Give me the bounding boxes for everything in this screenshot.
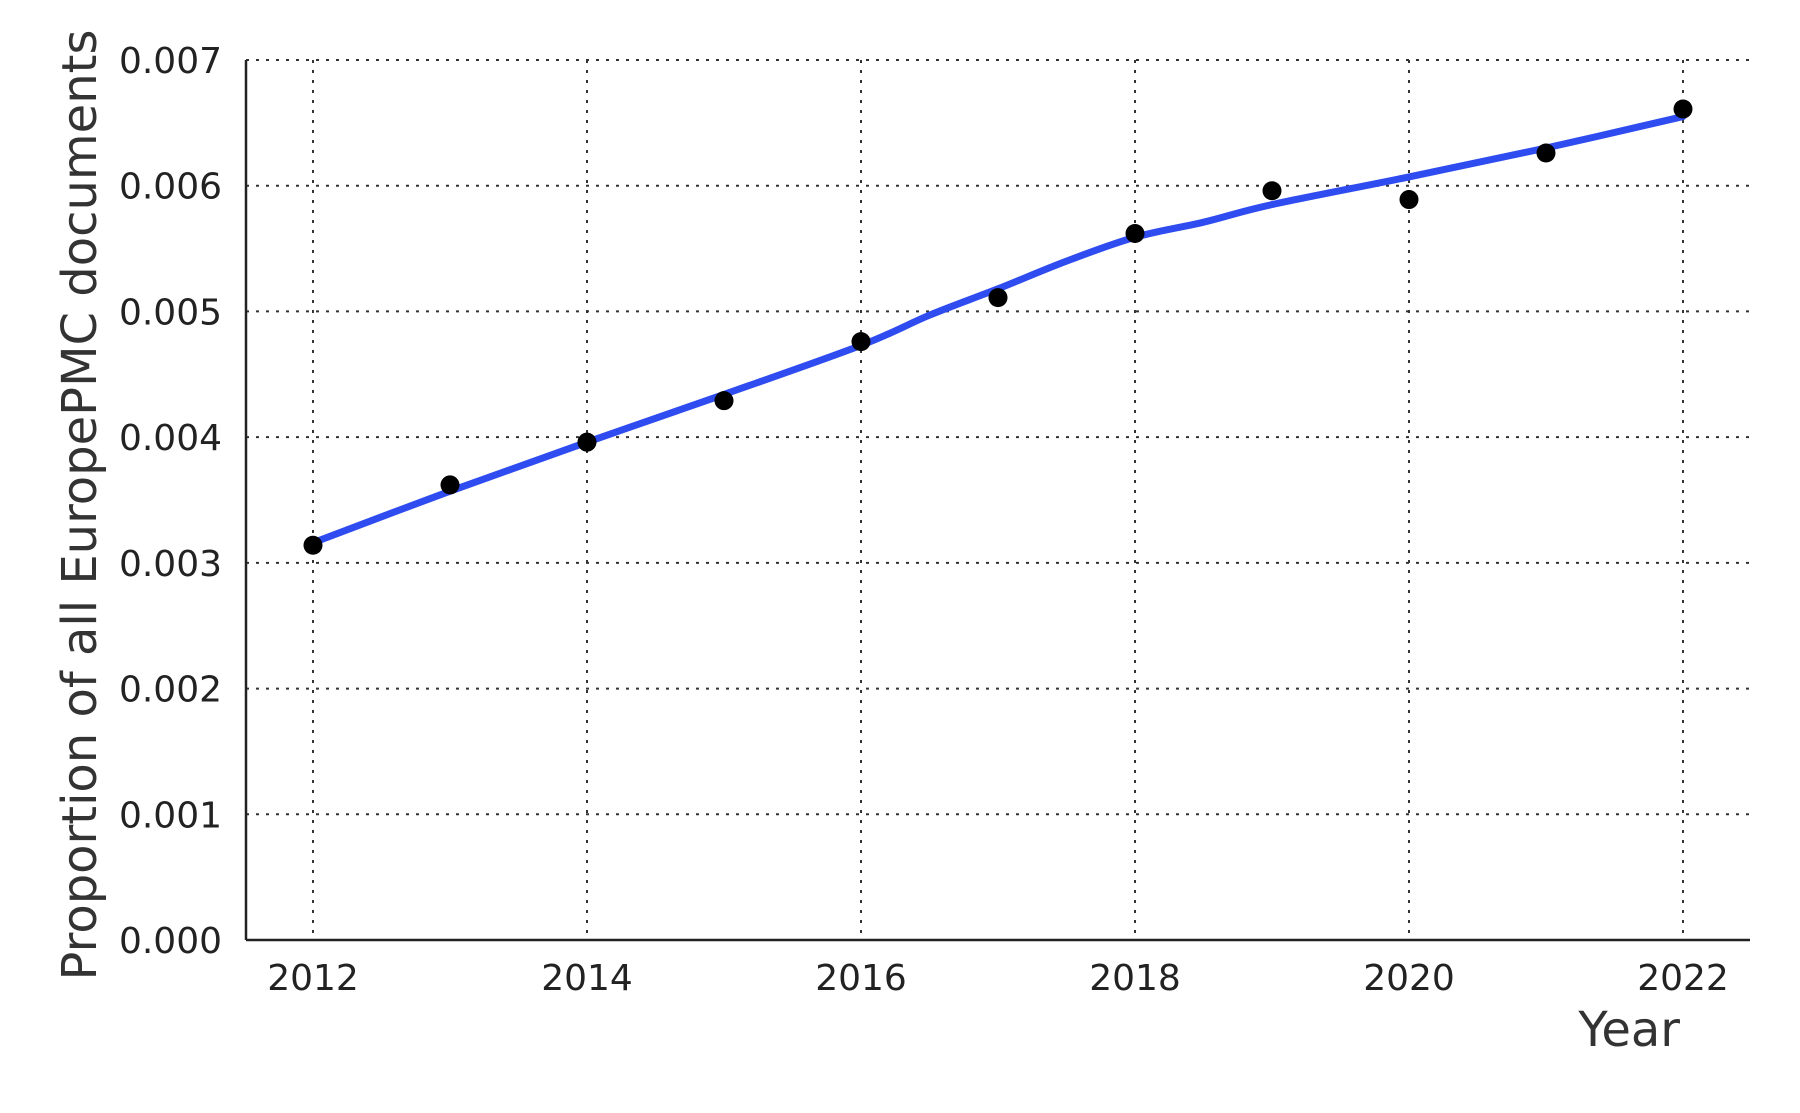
- grid: [246, 59, 1750, 940]
- y-tick-label: 0.003: [119, 544, 222, 585]
- x-tick-label: 2018: [1089, 958, 1181, 999]
- y-tick-labels: 0.000 0.001 0.002 0.003 0.004 0.005 0.006 0.007: [119, 41, 222, 962]
- y-tick-label: 0.000: [119, 921, 222, 962]
- y-tick-label: 0.005: [119, 292, 222, 333]
- data-point: [1673, 99, 1693, 119]
- data-point: [851, 332, 871, 352]
- y-tick-label: 0.001: [119, 795, 222, 836]
- x-tick-label: 2014: [541, 958, 633, 999]
- data-points: [303, 99, 1693, 555]
- data-point: [1125, 223, 1145, 243]
- y-tick-label: 0.006: [119, 167, 222, 208]
- data-point: [1262, 181, 1282, 201]
- trend-line-layer: [309, 113, 1687, 547]
- data-point: [1536, 143, 1556, 163]
- y-tick-label: 0.007: [119, 41, 222, 82]
- x-tick-label: 2012: [267, 958, 359, 999]
- y-tick-label: 0.002: [119, 670, 222, 711]
- x-axis-title: Year: [1577, 1002, 1680, 1058]
- y-axis-title: Proportion of all EuropePMC documents: [52, 30, 108, 981]
- trend-line: [309, 113, 1687, 547]
- x-tick-label: 2020: [1363, 958, 1455, 999]
- data-point: [988, 288, 1008, 308]
- x-tick-labels: 2012 2014 2016 2018 2020 2022: [267, 958, 1729, 999]
- data-point: [1399, 190, 1419, 210]
- data-point: [303, 535, 323, 555]
- y-tick-label: 0.004: [119, 418, 222, 459]
- x-tick-label: 2016: [815, 958, 907, 999]
- data-point: [714, 391, 734, 411]
- data-point: [440, 475, 460, 495]
- x-tick-label: 2022: [1637, 958, 1729, 999]
- axes: [244, 60, 1750, 942]
- data-point: [577, 432, 597, 452]
